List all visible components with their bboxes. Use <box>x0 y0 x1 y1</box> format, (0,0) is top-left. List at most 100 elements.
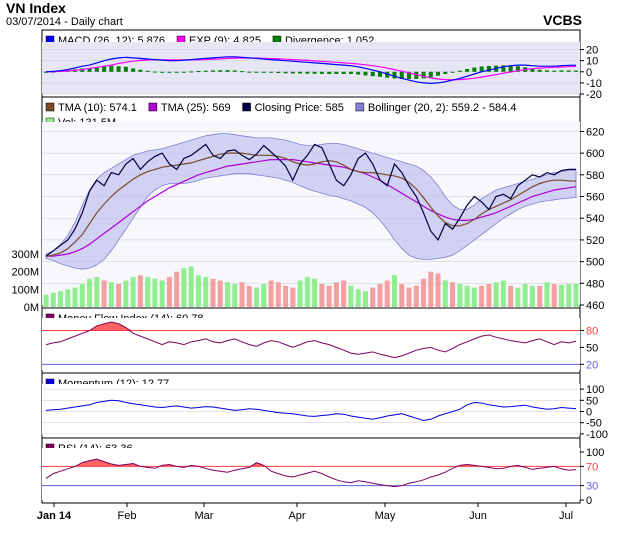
volume-bar <box>573 283 579 307</box>
divergence-bar <box>508 65 513 72</box>
y-tick-label: 540 <box>586 213 604 225</box>
divergence-bar <box>189 71 194 73</box>
divergence-bar <box>312 71 317 74</box>
mfi-plot-bg <box>42 318 580 370</box>
divergence-bar <box>341 71 346 74</box>
x-tick-label: Jan 14 <box>37 510 72 522</box>
divergence-bar <box>472 67 477 72</box>
volume-bar <box>413 285 419 307</box>
volume-bar <box>217 280 223 307</box>
y-tick-label: -50 <box>586 418 602 430</box>
divergence-bar <box>457 70 462 72</box>
volume-bar <box>384 280 390 307</box>
divergence-bar <box>348 71 353 74</box>
volume-bar <box>195 275 201 307</box>
x-tick-label: Jun <box>469 510 487 522</box>
volume-bar <box>428 271 434 307</box>
volume-bar <box>558 284 564 307</box>
volume-bar <box>566 284 572 307</box>
divergence-bar <box>465 69 470 72</box>
divergence-bar <box>414 71 419 79</box>
volume-bar <box>116 284 122 307</box>
divergence-bar <box>537 69 542 72</box>
volume-bar <box>58 291 64 307</box>
volume-bar <box>43 294 49 307</box>
volume-bar <box>268 280 274 307</box>
y-tick-label: 100 <box>586 447 604 459</box>
x-tick-label: May <box>375 510 396 522</box>
volume-bar <box>50 292 56 307</box>
divergence-bar <box>544 70 549 72</box>
y-tick-label: 20 <box>586 45 598 57</box>
divergence-bar <box>305 71 310 74</box>
volume-bar <box>203 277 209 307</box>
divergence-bar <box>167 71 172 73</box>
volume-bar <box>297 280 303 307</box>
divergence-bar <box>392 71 397 79</box>
divergence-bar <box>399 71 404 79</box>
legend-label: TMA (25): 569 <box>161 102 231 114</box>
closing-price-line <box>45 143 576 257</box>
volume-bar <box>137 275 143 307</box>
divergence-bar <box>574 70 578 72</box>
divergence-bar <box>290 71 295 74</box>
x-tick-label: Mar <box>195 510 214 522</box>
divergence-bar <box>203 70 208 72</box>
divergence-bar <box>44 71 48 73</box>
volume-bar <box>72 287 78 307</box>
divergence-bar <box>131 68 136 72</box>
volume-bar <box>283 285 289 307</box>
y-tick-label: 460 <box>586 300 604 312</box>
divergence-bar <box>152 71 157 73</box>
divergence-bar <box>421 71 426 79</box>
divergence-bar <box>356 71 361 75</box>
volume-bar <box>522 284 528 307</box>
volume-bar <box>544 282 550 307</box>
divergence-bar <box>515 66 520 72</box>
divergence-bar <box>123 66 128 72</box>
volume-bar <box>551 284 557 307</box>
volume-bar <box>210 278 216 307</box>
volume-bar <box>101 280 107 307</box>
y-tick-label: 0 <box>586 407 592 419</box>
volume-tick-label: 100M <box>11 284 39 296</box>
exp-line <box>45 57 577 81</box>
volume-bar <box>145 277 151 307</box>
volume-bar <box>508 285 514 307</box>
mfi-line <box>45 321 577 359</box>
divergence-bar <box>363 71 368 76</box>
rsi-overbought-fill <box>89 459 97 467</box>
chart-title: VN Index <box>6 0 66 16</box>
divergence-bar <box>261 71 266 73</box>
divergence-bar <box>319 71 324 74</box>
volume-bar <box>529 285 535 307</box>
divergence-bar <box>370 71 375 77</box>
divergence-bar <box>138 69 143 72</box>
y-tick-label: 50 <box>586 342 598 354</box>
y-tick-label: 500 <box>586 257 604 269</box>
volume-bar <box>65 289 71 307</box>
divergence-bar <box>436 71 441 76</box>
macd-line <box>45 56 577 85</box>
volume-bar <box>79 284 85 307</box>
volume-bar <box>471 287 477 307</box>
divergence-bar <box>102 66 107 72</box>
volume-bar <box>442 280 448 307</box>
y-tick-label: 620 <box>586 126 604 138</box>
divergence-bar <box>407 71 412 79</box>
volume-bar <box>450 282 456 307</box>
divergence-bar <box>87 68 92 72</box>
volume-bar <box>326 285 332 307</box>
rsi-plot-bg <box>42 448 580 500</box>
divergence-bar <box>94 67 99 72</box>
volume-bar <box>304 277 310 307</box>
volume-bar <box>421 278 427 307</box>
y-tick-label: 30 <box>586 481 598 493</box>
divergence-bar <box>501 65 506 72</box>
volume-bar <box>166 277 172 307</box>
divergence-bar <box>428 71 433 78</box>
volume-bar <box>333 282 339 307</box>
volume-bar <box>290 287 296 307</box>
divergence-bar <box>225 70 230 72</box>
divergence-bar <box>181 71 186 73</box>
